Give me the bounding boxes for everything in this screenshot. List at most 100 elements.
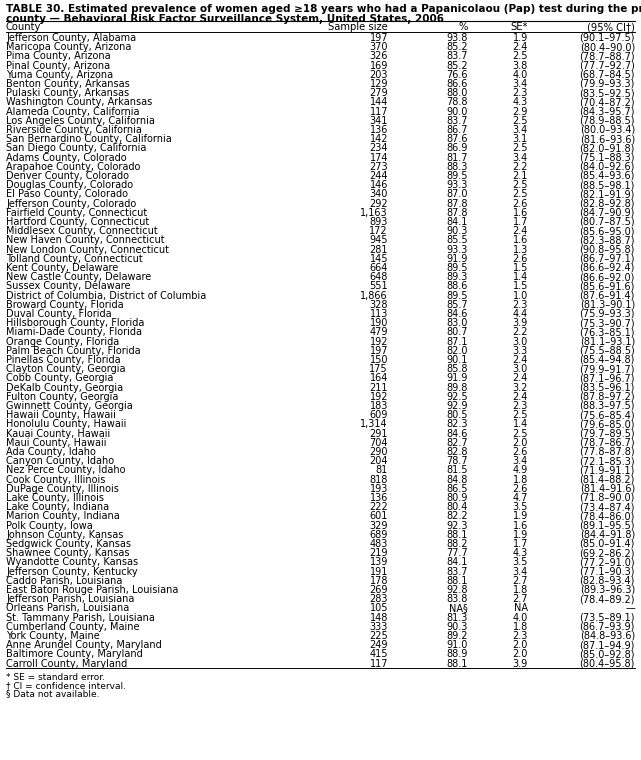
Text: 82.3: 82.3 [447, 420, 468, 429]
Text: Gwinnett County, Georgia: Gwinnett County, Georgia [6, 401, 133, 411]
Text: 291: 291 [369, 429, 388, 439]
Text: 80.4: 80.4 [447, 502, 468, 512]
Text: 87.6: 87.6 [447, 135, 468, 144]
Text: 84.6: 84.6 [447, 429, 468, 439]
Text: 80.7: 80.7 [447, 328, 468, 337]
Text: 142: 142 [369, 135, 388, 144]
Text: 90.3: 90.3 [447, 226, 468, 236]
Text: 4.7: 4.7 [513, 493, 528, 503]
Text: 169: 169 [370, 61, 388, 71]
Text: San Bernardino County, California: San Bernardino County, California [6, 135, 172, 144]
Text: (85.4–94.8): (85.4–94.8) [579, 355, 635, 365]
Text: 326: 326 [369, 52, 388, 62]
Text: 90.0: 90.0 [447, 106, 468, 116]
Text: 479: 479 [369, 328, 388, 337]
Text: (79.9–91.7): (79.9–91.7) [579, 364, 635, 374]
Text: * SE = standard error.: * SE = standard error. [6, 673, 105, 682]
Text: 81.3: 81.3 [447, 613, 468, 622]
Text: 83.7: 83.7 [447, 567, 468, 577]
Text: San Diego County, California: San Diego County, California [6, 144, 146, 154]
Text: (83.5–96.1): (83.5–96.1) [579, 382, 635, 393]
Text: 3.4: 3.4 [513, 79, 528, 89]
Text: (88.5–98.1): (88.5–98.1) [579, 180, 635, 190]
Text: NA§: NA§ [449, 603, 468, 613]
Text: (75.6–85.4): (75.6–85.4) [579, 410, 635, 420]
Text: 1,314: 1,314 [360, 420, 388, 429]
Text: 2.0: 2.0 [513, 438, 528, 448]
Text: York County, Maine: York County, Maine [6, 631, 100, 641]
Text: Benton County, Arkansas: Benton County, Arkansas [6, 79, 129, 89]
Text: 1,163: 1,163 [360, 207, 388, 218]
Text: (82.1–91.9): (82.1–91.9) [579, 189, 635, 199]
Text: 249: 249 [369, 640, 388, 651]
Text: 2.5: 2.5 [513, 189, 528, 199]
Text: 89.5: 89.5 [447, 171, 468, 181]
Text: 4.3: 4.3 [513, 97, 528, 107]
Text: Anne Arundel County, Maryland: Anne Arundel County, Maryland [6, 640, 162, 651]
Text: 91.9: 91.9 [447, 373, 468, 383]
Text: (75.1–88.3): (75.1–88.3) [579, 153, 635, 163]
Text: (80.4–90.0): (80.4–90.0) [579, 43, 635, 52]
Text: Middlesex County, Connecticut: Middlesex County, Connecticut [6, 226, 158, 236]
Text: Orleans Parish, Louisiana: Orleans Parish, Louisiana [6, 603, 129, 613]
Text: (78.7–86.7): (78.7–86.7) [579, 438, 635, 448]
Text: Johnson County, Kansas: Johnson County, Kansas [6, 530, 123, 540]
Text: 146: 146 [370, 180, 388, 190]
Text: 90.3: 90.3 [447, 622, 468, 632]
Text: 1.7: 1.7 [513, 539, 528, 549]
Text: Sussex County, Delaware: Sussex County, Delaware [6, 281, 131, 291]
Text: county — Behavioral Risk Factor Surveillance System, United States, 2006: county — Behavioral Risk Factor Surveill… [6, 14, 444, 24]
Text: 85.2: 85.2 [446, 61, 468, 71]
Text: 2.3: 2.3 [513, 401, 528, 411]
Text: (84.7–90.9): (84.7–90.9) [579, 207, 635, 218]
Text: Arapahoe County, Colorado: Arapahoe County, Colorado [6, 162, 140, 172]
Text: Cumberland County, Maine: Cumberland County, Maine [6, 622, 140, 632]
Text: 92.9: 92.9 [447, 401, 468, 411]
Text: Lake County, Illinois: Lake County, Illinois [6, 493, 104, 503]
Text: 2.5: 2.5 [513, 180, 528, 190]
Text: 269: 269 [369, 585, 388, 595]
Text: 1.4: 1.4 [513, 420, 528, 429]
Text: (86.7–97.1): (86.7–97.1) [579, 254, 635, 264]
Text: 85.5: 85.5 [446, 236, 468, 245]
Text: 2.4: 2.4 [513, 43, 528, 52]
Text: 609: 609 [370, 410, 388, 420]
Text: (90.1–97.5): (90.1–97.5) [579, 33, 635, 43]
Text: 893: 893 [370, 217, 388, 227]
Text: New London County, Connecticut: New London County, Connecticut [6, 245, 169, 255]
Text: Cook County, Illinois: Cook County, Illinois [6, 474, 105, 485]
Text: 689: 689 [370, 530, 388, 540]
Text: Denver County, Colorado: Denver County, Colorado [6, 171, 129, 181]
Text: 1.5: 1.5 [513, 263, 528, 273]
Text: (89.1–95.5): (89.1–95.5) [579, 521, 635, 530]
Text: § Data not available.: § Data not available. [6, 689, 99, 698]
Text: (81.6–93.6): (81.6–93.6) [579, 135, 635, 144]
Text: Sedgwick County, Kansas: Sedgwick County, Kansas [6, 539, 131, 549]
Text: Alameda County, California: Alameda County, California [6, 106, 140, 116]
Text: 4.4: 4.4 [513, 309, 528, 319]
Text: DeKalb County, Georgia: DeKalb County, Georgia [6, 382, 123, 393]
Text: 1.5: 1.5 [513, 281, 528, 291]
Text: 2.0: 2.0 [513, 649, 528, 660]
Text: 2.6: 2.6 [513, 198, 528, 208]
Text: El Paso County, Colorado: El Paso County, Colorado [6, 189, 128, 199]
Text: (79.9–93.3): (79.9–93.3) [579, 79, 635, 89]
Text: 105: 105 [369, 603, 388, 613]
Text: 281: 281 [369, 245, 388, 255]
Text: 2.5: 2.5 [513, 52, 528, 62]
Text: 1.8: 1.8 [513, 622, 528, 632]
Text: (73.5–89.1): (73.5–89.1) [579, 613, 635, 622]
Text: (85.6–95.0): (85.6–95.0) [579, 226, 635, 236]
Text: 136: 136 [370, 493, 388, 503]
Text: 150: 150 [369, 355, 388, 365]
Text: 92.5: 92.5 [446, 392, 468, 402]
Text: 3.4: 3.4 [513, 153, 528, 163]
Text: Caddo Parish, Louisiana: Caddo Parish, Louisiana [6, 576, 122, 586]
Text: 483: 483 [370, 539, 388, 549]
Text: 84.6: 84.6 [447, 309, 468, 319]
Text: 283: 283 [369, 594, 388, 604]
Text: (75.5–88.5): (75.5–88.5) [579, 346, 635, 356]
Text: 1,866: 1,866 [360, 290, 388, 301]
Text: Pima County, Arizona: Pima County, Arizona [6, 52, 111, 62]
Text: 1.6: 1.6 [513, 236, 528, 245]
